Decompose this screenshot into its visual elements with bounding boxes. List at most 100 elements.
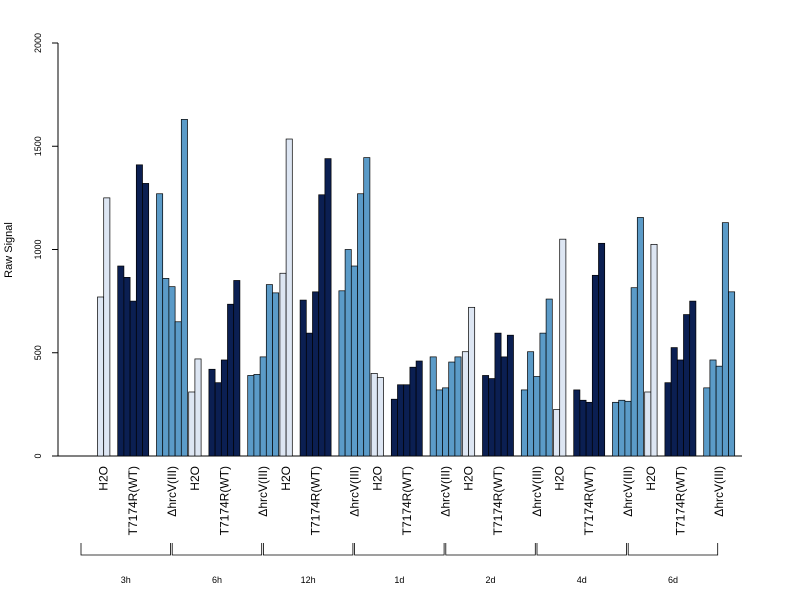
condition-label: H2O xyxy=(188,466,202,491)
y-axis-label: Raw Signal xyxy=(3,222,15,278)
bar xyxy=(630,287,638,457)
bar xyxy=(506,334,514,457)
bar xyxy=(376,377,384,457)
bar xyxy=(162,278,170,457)
condition-label: ΔhrcV(III) xyxy=(439,466,453,517)
y-tick-label: 500 xyxy=(33,345,43,360)
bar xyxy=(683,314,691,457)
bar xyxy=(435,389,443,457)
bar xyxy=(357,193,365,457)
condition-label: T7174R(WT) xyxy=(400,466,414,535)
bar xyxy=(188,391,196,457)
bar xyxy=(194,358,202,457)
bars xyxy=(97,119,736,457)
bar xyxy=(520,389,528,457)
bar xyxy=(644,391,652,457)
bar xyxy=(676,359,684,457)
bar xyxy=(624,400,632,457)
bar xyxy=(553,409,561,457)
y-tick-label: 0 xyxy=(33,453,43,458)
y-tick-label: 1500 xyxy=(33,136,43,156)
bar xyxy=(442,387,450,457)
bar xyxy=(670,347,678,457)
y-tick-label: 2000 xyxy=(33,33,43,53)
bar xyxy=(253,374,261,457)
bar xyxy=(494,332,502,457)
bar xyxy=(156,193,164,457)
bar xyxy=(247,375,255,457)
bar xyxy=(539,332,547,457)
condition-label: H2O xyxy=(553,466,567,491)
timepoint-bracket xyxy=(445,543,536,556)
bar xyxy=(468,306,476,457)
bar xyxy=(454,356,462,457)
bar xyxy=(533,376,541,457)
bar xyxy=(403,384,411,457)
bar xyxy=(598,242,606,457)
condition-label: H2O xyxy=(279,466,293,491)
bar xyxy=(259,356,267,457)
bar xyxy=(579,399,587,457)
bar xyxy=(117,265,125,457)
bar xyxy=(728,291,736,457)
bar xyxy=(265,284,273,457)
bar xyxy=(664,382,672,457)
bar xyxy=(285,138,293,457)
timepoint-label: 3h xyxy=(121,575,131,585)
bar xyxy=(591,274,599,457)
timepoint-label: 12h xyxy=(301,575,316,585)
bar xyxy=(488,378,496,457)
bar xyxy=(142,183,150,457)
bar xyxy=(135,164,143,457)
bar xyxy=(168,286,176,457)
timepoint-bracket xyxy=(171,543,263,556)
bar xyxy=(397,384,405,457)
bar xyxy=(97,296,105,457)
condition-label: ΔhrcV(III) xyxy=(347,466,361,517)
bar xyxy=(409,366,417,457)
timepoint-bracket xyxy=(627,543,719,556)
condition-label: ΔhrcV(III) xyxy=(165,466,179,517)
condition-label: ΔhrcV(III) xyxy=(530,466,544,517)
condition-label: T7174R(WT) xyxy=(309,466,323,535)
condition-label: T7174R(WT) xyxy=(126,466,140,535)
bar xyxy=(324,158,332,457)
timepoint-bracket xyxy=(354,543,445,556)
bar xyxy=(709,359,717,457)
bar xyxy=(527,351,535,457)
bar xyxy=(227,303,235,457)
bar xyxy=(703,387,711,457)
timepoint-label: 2d xyxy=(486,575,496,585)
bar xyxy=(482,375,490,457)
timepoint-bracket xyxy=(80,543,171,556)
bar xyxy=(370,373,378,457)
condition-labels: H2O T7174R(WT) ΔhrcV(III) H2O T7174R(WT) Δhrc… xyxy=(97,466,727,535)
condition-label: T7174R(WT) xyxy=(491,466,505,535)
condition-label: T7174R(WT) xyxy=(217,466,231,535)
bar xyxy=(500,356,508,457)
condition-label: ΔhrcV(III) xyxy=(256,466,270,517)
bar xyxy=(545,298,553,457)
bar xyxy=(123,277,131,457)
timepoint-label: 6d xyxy=(668,575,678,585)
timepoint-label: 4d xyxy=(577,575,587,585)
bar xyxy=(415,360,423,457)
bar xyxy=(689,300,697,457)
bar xyxy=(279,272,287,457)
bar xyxy=(312,291,320,457)
bar xyxy=(721,222,729,457)
condition-label: H2O xyxy=(97,466,111,491)
bar xyxy=(650,243,658,457)
bar xyxy=(103,197,111,457)
bar xyxy=(461,351,469,457)
bar xyxy=(338,290,346,457)
bar xyxy=(318,194,326,457)
bar xyxy=(272,292,280,457)
bar xyxy=(174,321,182,457)
condition-label: H2O xyxy=(644,466,658,491)
bar xyxy=(180,119,188,457)
condition-label: ΔhrcV(III) xyxy=(621,466,635,517)
bar xyxy=(636,217,644,457)
bar xyxy=(129,300,137,457)
